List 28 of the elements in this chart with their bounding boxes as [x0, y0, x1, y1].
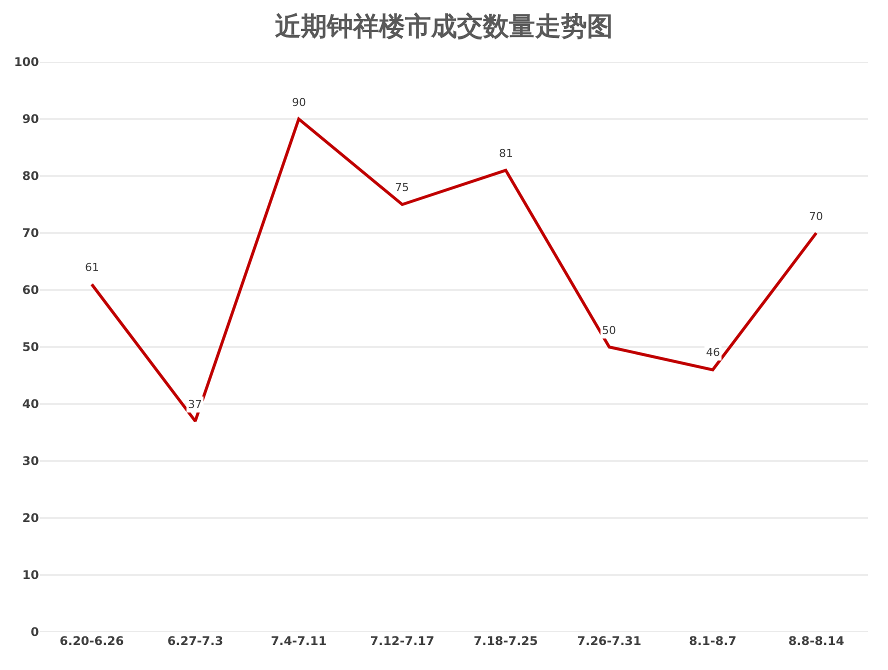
- x-tick-label: 6.27-7.3: [167, 634, 224, 648]
- data-label: 50: [602, 324, 616, 337]
- y-tick-label: 70: [22, 226, 39, 240]
- x-tick-label: 7.12-7.17: [370, 634, 434, 648]
- y-tick-label: 80: [22, 169, 39, 184]
- data-label: 90: [292, 96, 306, 109]
- data-label: 46: [706, 346, 720, 359]
- x-tick-label: 6.20-6.26: [60, 634, 124, 648]
- x-tick-label: 7.26-7.31: [577, 634, 642, 648]
- data-label: 37: [188, 398, 202, 411]
- y-tick-label: 30: [22, 454, 39, 468]
- chart-title: 近期钟祥楼市成交数量走势图: [275, 12, 613, 42]
- y-tick-label: 10: [22, 568, 39, 582]
- x-tick-label: 7.4-7.11: [270, 634, 327, 648]
- y-tick-label: 50: [22, 340, 39, 354]
- y-tick-label: 90: [22, 112, 39, 126]
- x-tick-label: 8.1-8.7: [689, 634, 736, 648]
- data-label: 81: [499, 147, 513, 160]
- y-tick-label: 0: [30, 625, 39, 640]
- y-tick-label: 20: [22, 511, 39, 526]
- x-tick-label: 8.8-8.14: [788, 634, 844, 648]
- y-tick-label: 60: [22, 283, 39, 298]
- data-label: 61: [85, 261, 99, 274]
- y-tick-label: 40: [22, 397, 39, 412]
- y-tick-label: 100: [14, 55, 39, 70]
- data-label: 75: [395, 181, 409, 194]
- data-label: 70: [809, 210, 823, 223]
- x-tick-label: 7.18-7.25: [474, 634, 538, 648]
